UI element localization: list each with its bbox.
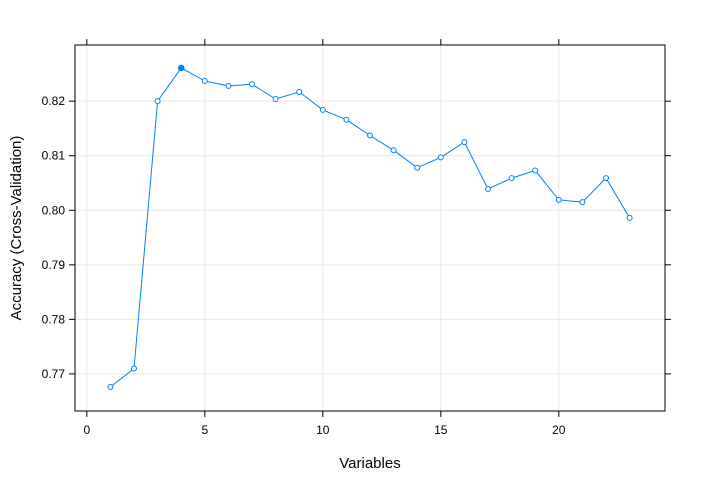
data-series xyxy=(107,64,633,390)
data-point xyxy=(201,78,208,84)
y-tick-label: 0.81 xyxy=(42,149,66,163)
data-point xyxy=(461,139,468,146)
accuracy-line xyxy=(110,67,631,388)
data-point xyxy=(319,106,326,113)
data-point xyxy=(343,116,350,123)
x-tick-label: 20 xyxy=(552,423,566,437)
data-point xyxy=(131,365,137,372)
axis-ticks: 0 5 10 15 20 0.77 0.78 0.79 0.80 0.81 0.82 xyxy=(42,39,671,437)
data-point xyxy=(437,154,444,161)
x-axis-title: Variables xyxy=(339,455,400,472)
best-data-point xyxy=(177,64,185,72)
grid-lines xyxy=(75,45,665,411)
x-tick-label: 0 xyxy=(83,423,90,437)
data-point xyxy=(508,175,515,182)
y-axis-title: Accuracy (Cross-Validation) xyxy=(8,136,25,321)
y-tick-label: 0.80 xyxy=(42,203,66,217)
x-tick-label: 15 xyxy=(434,423,448,437)
data-point xyxy=(107,384,114,390)
x-tick-label: 5 xyxy=(201,423,208,437)
data-point xyxy=(390,147,397,154)
y-tick-label: 0.79 xyxy=(42,258,66,272)
data-point xyxy=(626,214,633,221)
data-point xyxy=(296,88,303,95)
data-point xyxy=(225,82,232,89)
data-point xyxy=(485,186,491,192)
y-tick-label: 0.82 xyxy=(42,94,66,108)
data-point xyxy=(579,199,586,206)
data-point xyxy=(532,167,539,174)
y-tick-label: 0.77 xyxy=(42,367,66,381)
data-point xyxy=(367,132,373,139)
data-point xyxy=(555,196,562,203)
y-tick-label: 0.78 xyxy=(42,312,66,326)
data-point xyxy=(154,98,161,105)
data-point xyxy=(249,81,255,88)
x-tick-label: 10 xyxy=(316,423,330,437)
plot-frame xyxy=(74,44,666,412)
data-point xyxy=(272,96,279,102)
data-point xyxy=(603,175,609,182)
data-point xyxy=(414,164,421,171)
